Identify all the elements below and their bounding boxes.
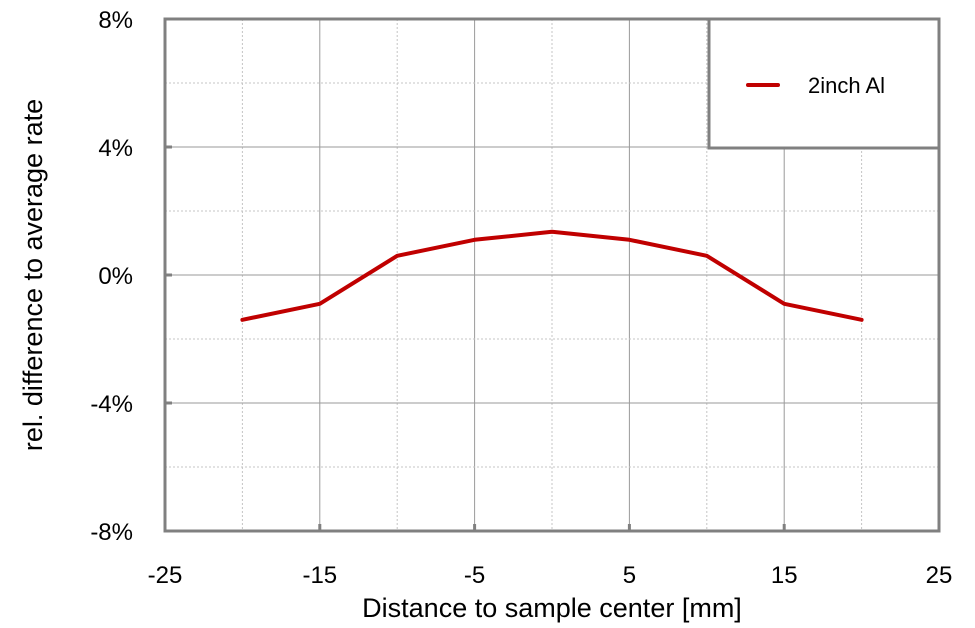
axes: -25 -15 -5 5 15 25 -8% -4% 0% 4% 8% [90,7,952,589]
series-line [240,229,864,322]
x-tick-label: -15 [302,562,337,589]
y-tick-label: 8% [98,7,133,34]
y-axis-title: rel. difference to average rate [18,99,48,451]
y-tick-label: 0% [98,263,133,290]
x-tick-label: -5 [464,562,485,589]
x-tick-label: 15 [771,562,798,589]
series [240,229,864,322]
y-tick-label: -4% [90,391,133,418]
legend-label: 2inch Al [808,73,885,98]
y-tick-label: 4% [98,135,133,162]
legend: 2inch Al [707,17,941,150]
x-axis-title: Distance to sample center [mm] [362,593,742,623]
x-tick-label: 5 [623,562,636,589]
x-tick-label: 25 [926,562,953,589]
grid [165,19,939,531]
y-tick-label: -8% [90,519,133,546]
x-tick-label: -25 [148,562,183,589]
